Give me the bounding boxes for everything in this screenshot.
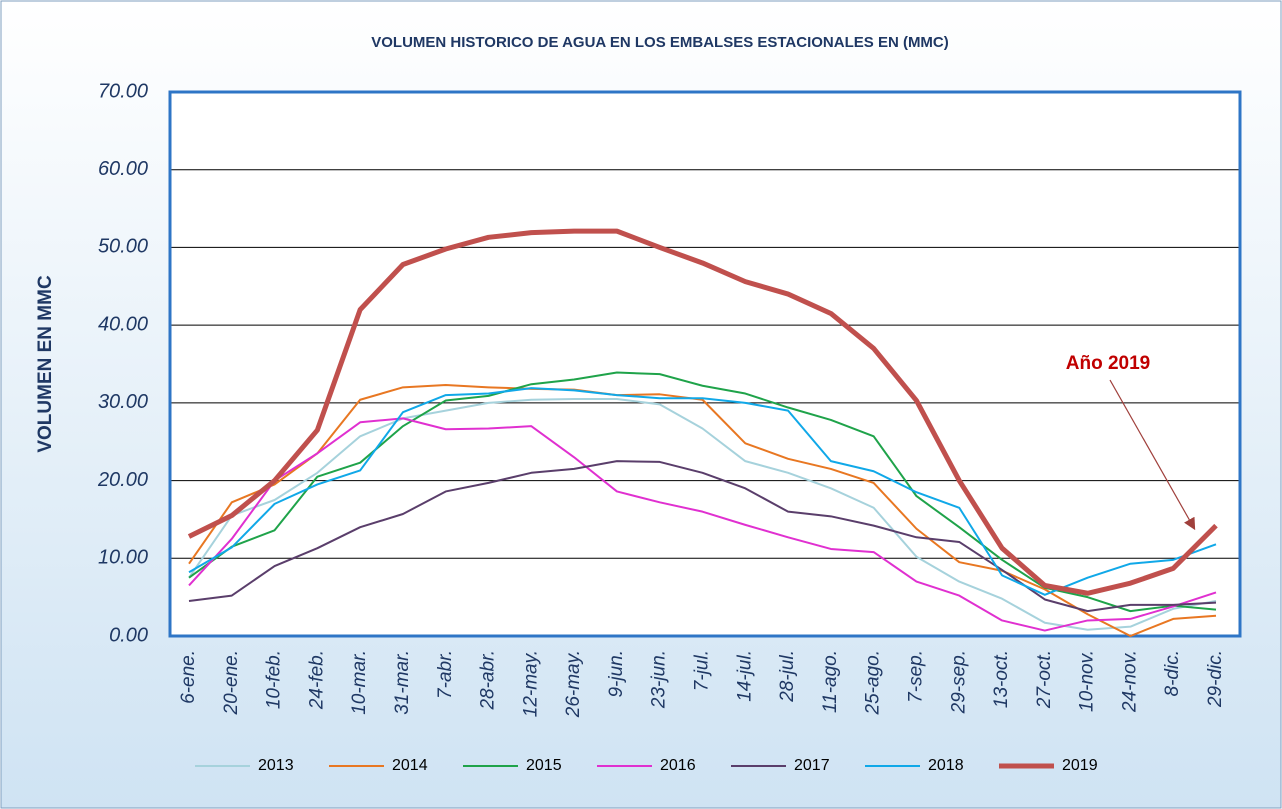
x-tick-label: 20-ene. (221, 650, 242, 715)
legend-label: 2014 (392, 757, 428, 774)
legend-label: 2017 (794, 757, 830, 774)
x-tick-label: 27-oct. (1034, 650, 1055, 709)
x-tick-label: 6-ene. (178, 650, 199, 704)
x-tick-label: 7-sep. (905, 650, 926, 703)
x-tick-label: 26-may. (563, 650, 584, 718)
x-tick-label: 29-sep. (948, 650, 969, 714)
plot-area (170, 92, 1240, 636)
x-tick-label: 28-abr. (478, 650, 499, 711)
legend-label: 2018 (928, 757, 964, 774)
y-tick-label: 20.00 (97, 469, 148, 491)
x-tick-label: 14-jul. (734, 650, 755, 702)
legend-label: 2013 (258, 757, 294, 774)
y-tick-label: 40.00 (98, 313, 148, 335)
grid (170, 91, 1240, 637)
y-tick-label: 0.00 (109, 624, 148, 646)
x-tick-label: 10-mar. (349, 650, 370, 715)
series-line (188, 387, 1217, 596)
x-tick-label: 12-may. (520, 650, 541, 717)
chart-title: VOLUMEN HISTORICO DE AGUA EN LOS EMBALSE… (371, 34, 949, 51)
x-tick-label: 28-jul. (777, 650, 798, 703)
x-tick-label: 24-feb. (306, 650, 327, 710)
x-tick-label: 29-dic. (1205, 650, 1226, 708)
plot-border (168, 90, 1242, 638)
x-tick-label: 13-oct. (991, 650, 1012, 708)
y-tick-label: 70.00 (98, 80, 148, 102)
x-tick-label: 7-abr. (435, 650, 456, 699)
x-tick-label: 23-jun. (649, 650, 670, 709)
series-line (188, 397, 1217, 631)
legend-label: 2016 (660, 757, 696, 774)
series-line (188, 383, 1217, 637)
series-line (188, 417, 1217, 632)
legend-label: 2019 (1062, 757, 1098, 774)
x-tick-label: 24-nov. (1119, 650, 1140, 713)
y-tick-label: 10.00 (98, 547, 148, 569)
series-line (188, 460, 1217, 613)
x-tick-label: 7-jul. (692, 650, 713, 691)
y-axis-title: VOLUMEN EN MMC (35, 275, 56, 453)
x-tick-label: 9-jun. (606, 650, 627, 698)
annotation-arrow (1109, 379, 1196, 531)
legend-label: 2015 (526, 757, 562, 774)
y-tick-label: 30.00 (98, 391, 148, 413)
y-tick-label: 60.00 (98, 158, 148, 180)
x-tick-label: 11-ago. (820, 650, 841, 713)
x-tick-label: 10-feb. (264, 650, 285, 709)
y-tick-label: 50.00 (98, 236, 148, 258)
x-tick-label: 10-nov. (1077, 650, 1098, 712)
x-tick-label: 25-ago. (863, 650, 884, 715)
series-line (187, 228, 1218, 596)
x-tick-label: 8-dic. (1162, 650, 1183, 696)
annotation: Año 2019 (1066, 353, 1150, 374)
x-tick-label: 31-mar. (392, 650, 413, 715)
